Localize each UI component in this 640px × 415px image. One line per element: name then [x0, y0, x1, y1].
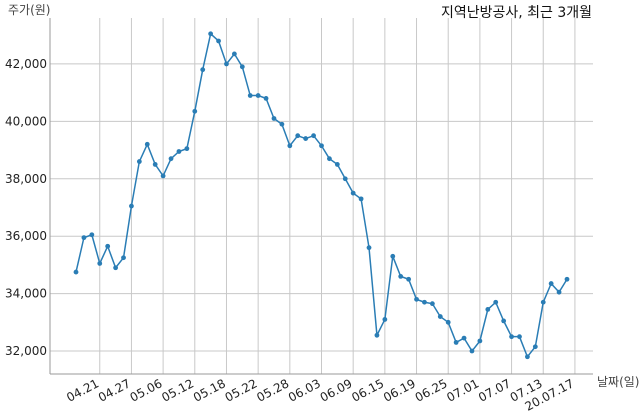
data-point [105, 243, 111, 249]
data-point [445, 319, 451, 325]
data-point [390, 253, 396, 259]
data-point [429, 301, 435, 307]
data-point [73, 269, 79, 275]
data-point [564, 276, 570, 282]
x-tick-label: 05.18 [191, 376, 228, 404]
data-point [176, 149, 182, 154]
data-point [437, 314, 443, 319]
x-tick-label: 06.03 [286, 376, 323, 404]
x-tick-label: 04.27 [96, 376, 133, 404]
x-tick-label: 07.07 [476, 376, 513, 404]
x-tick-label: 07.01 [444, 376, 481, 404]
data-point [160, 173, 166, 179]
data-point [97, 261, 103, 266]
x-tick-label: 06.09 [318, 376, 355, 404]
data-point [81, 235, 87, 241]
y-axis-title: 주가(원) [8, 3, 50, 17]
data-point [303, 136, 309, 141]
data-point [287, 143, 293, 149]
y-tick-label: 40,000 [5, 114, 47, 128]
series-layer [73, 31, 570, 360]
data-point [453, 340, 459, 345]
data-point [358, 196, 364, 202]
data-point [406, 276, 412, 282]
x-tick-label: 05.22 [223, 376, 260, 404]
x-tick-label: 05.06 [128, 376, 165, 404]
data-point [295, 133, 301, 139]
data-point [271, 116, 277, 121]
x-tick-label: 05.28 [254, 376, 291, 404]
data-point [327, 156, 332, 162]
y-tick-label: 38,000 [5, 172, 47, 186]
x-tick-label: 06.25 [413, 376, 450, 404]
data-point [168, 156, 174, 162]
y-tick-label: 36,000 [5, 229, 47, 243]
data-point [350, 190, 356, 196]
x-tick-label: 06.15 [349, 376, 386, 404]
data-point [342, 176, 348, 182]
grid-layer [50, 18, 593, 374]
data-point [485, 307, 491, 312]
data-point [374, 332, 380, 338]
data-point [414, 296, 419, 302]
data-point [247, 93, 253, 98]
data-point [263, 95, 269, 101]
x-tick-label: 04.21 [64, 376, 101, 404]
data-point [311, 133, 316, 139]
data-point [319, 143, 324, 149]
data-point [509, 334, 514, 340]
data-point [493, 299, 499, 305]
data-point [517, 334, 522, 340]
data-point [200, 67, 206, 73]
data-point [469, 348, 475, 354]
data-point [548, 281, 554, 286]
data-point [136, 159, 142, 164]
data-point [224, 61, 229, 67]
data-point [398, 273, 404, 279]
x-tick-label: 05.12 [159, 376, 196, 404]
data-point [255, 93, 261, 98]
y-tick-label: 42,000 [5, 57, 47, 71]
data-point [239, 64, 245, 70]
data-point [366, 245, 372, 251]
data-point [422, 299, 427, 305]
data-point [279, 121, 285, 127]
data-point [477, 338, 483, 344]
y-tick-label: 32,000 [5, 344, 47, 358]
chart-title: 지역난방공사, 최근 3개월 [441, 5, 592, 21]
data-point [144, 141, 150, 147]
data-point [192, 108, 198, 114]
data-point [89, 232, 95, 238]
data-point [540, 299, 546, 305]
data-point [532, 344, 538, 350]
axis-layer [49, 18, 593, 375]
data-point [184, 146, 190, 152]
data-point [129, 203, 134, 209]
data-point [334, 162, 340, 167]
data-point [461, 335, 467, 341]
x-axis-title: 날짜(일) [597, 375, 639, 389]
data-point [113, 265, 118, 271]
data-point [121, 255, 126, 261]
data-point [208, 31, 214, 37]
data-point [501, 318, 507, 324]
y-tick-label: 34,000 [5, 287, 47, 301]
data-point [231, 51, 237, 57]
data-point [382, 317, 388, 322]
data-point [152, 162, 158, 167]
data-point [216, 38, 221, 44]
data-point [525, 354, 530, 360]
x-tick-label: 06.19 [381, 376, 418, 404]
data-point [556, 289, 562, 295]
